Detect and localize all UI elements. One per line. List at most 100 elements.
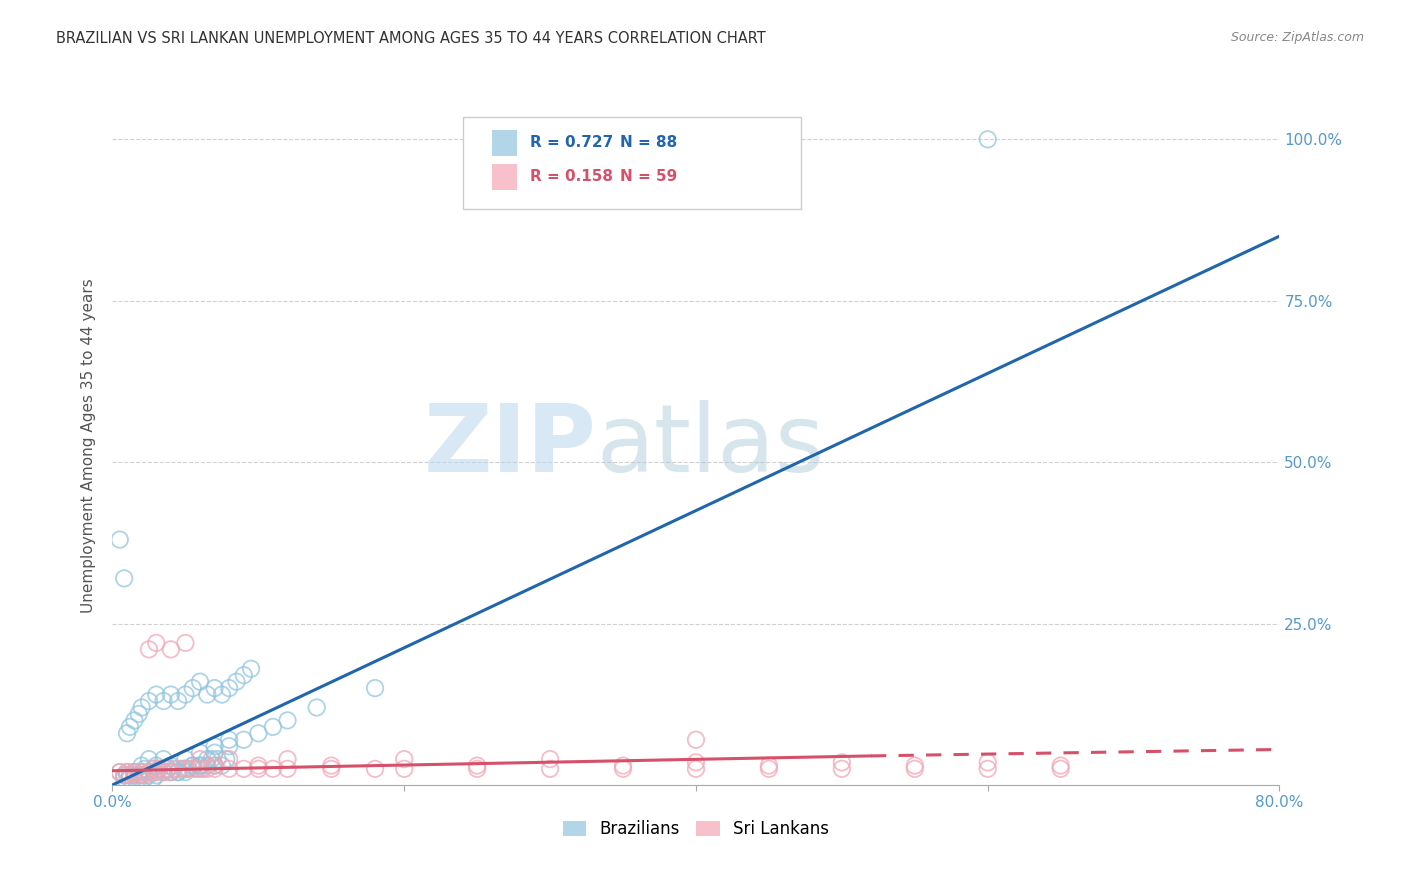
Point [160, 758, 183, 772]
Point [148, 762, 170, 776]
Point [465, 762, 488, 776]
Point [112, 772, 135, 786]
Point [685, 762, 707, 776]
Point [204, 762, 226, 776]
Point [108, 533, 131, 547]
Point [181, 681, 204, 695]
Point [195, 752, 218, 766]
Text: N = 88: N = 88 [620, 135, 678, 150]
FancyBboxPatch shape [463, 117, 801, 209]
Point [128, 768, 150, 782]
Point [115, 726, 138, 740]
Point [831, 756, 853, 770]
Point [124, 765, 146, 780]
Point [188, 762, 211, 776]
Point [394, 752, 416, 766]
Point [188, 752, 211, 766]
Point [232, 668, 254, 682]
Point [188, 746, 211, 760]
Point [160, 765, 183, 780]
Point [904, 758, 927, 772]
Point [201, 752, 224, 766]
Point [134, 772, 156, 786]
Point [174, 752, 197, 766]
Point [232, 762, 254, 776]
Point [247, 726, 270, 740]
Point [276, 762, 298, 776]
Point [115, 765, 138, 780]
Point [108, 765, 131, 780]
Point [112, 768, 135, 782]
Point [204, 758, 226, 772]
Point [134, 762, 156, 776]
Point [1049, 762, 1071, 776]
Point [538, 752, 561, 766]
Point [152, 765, 174, 780]
Point [321, 758, 343, 772]
Point [225, 674, 247, 689]
Point [195, 688, 218, 702]
Point [904, 762, 927, 776]
Point [118, 772, 141, 786]
Point [145, 768, 167, 782]
Point [976, 132, 998, 146]
Point [124, 714, 146, 728]
Point [211, 758, 233, 772]
Point [174, 762, 197, 776]
Point [612, 762, 634, 776]
Point [685, 756, 707, 770]
Point [204, 746, 226, 760]
Point [174, 762, 197, 776]
Point [321, 762, 343, 776]
Point [160, 642, 183, 657]
Point [305, 700, 328, 714]
Point [612, 758, 634, 772]
Point [142, 772, 165, 786]
Text: BRAZILIAN VS SRI LANKAN UNEMPLOYMENT AMONG AGES 35 TO 44 YEARS CORRELATION CHART: BRAZILIAN VS SRI LANKAN UNEMPLOYMENT AMO… [56, 31, 766, 46]
Point [112, 571, 135, 585]
Point [195, 758, 218, 772]
Point [118, 720, 141, 734]
Point [152, 752, 174, 766]
Point [152, 765, 174, 780]
Point [174, 688, 197, 702]
Point [145, 758, 167, 772]
Point [276, 752, 298, 766]
Point [181, 762, 204, 776]
Point [115, 768, 138, 782]
Point [145, 765, 167, 780]
Text: atlas: atlas [596, 400, 825, 492]
Point [831, 762, 853, 776]
Point [218, 762, 240, 776]
Legend: Brazilians, Sri Lankans: Brazilians, Sri Lankans [557, 814, 835, 845]
Point [188, 758, 211, 772]
Point [181, 758, 204, 772]
Point [160, 765, 183, 780]
Point [218, 732, 240, 747]
Point [167, 765, 190, 780]
Point [364, 681, 387, 695]
Point [262, 720, 284, 734]
Point [138, 765, 160, 780]
Point [142, 762, 165, 776]
Point [156, 762, 179, 776]
Point [177, 762, 200, 776]
Point [276, 714, 298, 728]
Point [152, 765, 174, 780]
Text: ZIP: ZIP [423, 400, 596, 492]
Point [112, 768, 135, 782]
Text: N = 59: N = 59 [620, 169, 678, 184]
Point [145, 688, 167, 702]
Point [538, 762, 561, 776]
Point [247, 762, 270, 776]
Point [232, 732, 254, 747]
Y-axis label: Unemployment Among Ages 35 to 44 years: Unemployment Among Ages 35 to 44 years [80, 278, 96, 614]
Point [167, 762, 190, 776]
Point [118, 768, 141, 782]
Text: Source: ZipAtlas.com: Source: ZipAtlas.com [1230, 31, 1364, 45]
Text: R = 0.727: R = 0.727 [530, 135, 613, 150]
Point [118, 768, 141, 782]
Point [1049, 758, 1071, 772]
Point [247, 758, 270, 772]
Point [218, 681, 240, 695]
